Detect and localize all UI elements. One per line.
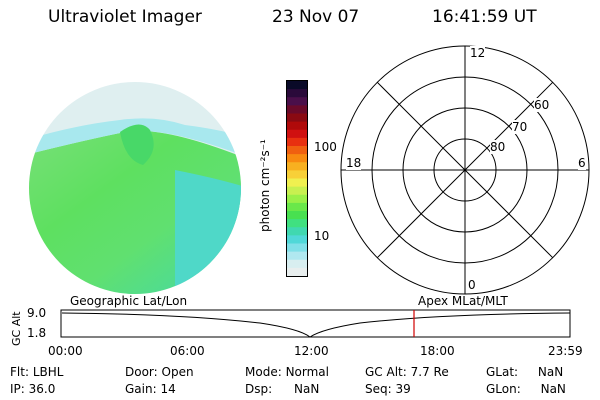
- colorbar-stripe: [287, 137, 307, 147]
- status-ip-value: 36.0: [28, 382, 56, 396]
- status-glat-value: NaN: [537, 365, 564, 379]
- status-glon-value: NaN: [540, 382, 566, 396]
- colorbar-tick-100: 100: [314, 140, 337, 154]
- lat-label-60: 60: [534, 98, 550, 112]
- status-door: Door: Open: [125, 365, 194, 379]
- status-seq-label: Seq:: [365, 382, 392, 396]
- colorbar-stripe: [287, 219, 307, 228]
- colorbar-stripe: [287, 154, 307, 163]
- timeline-xtick-1800: 18:00: [420, 344, 455, 358]
- mlt-label-12: 12: [470, 46, 486, 60]
- colorbar-stripe: [287, 243, 307, 253]
- colorbar-stripe: [287, 129, 307, 139]
- colorbar-stripe: [287, 186, 307, 196]
- lat-label-70: 70: [512, 120, 528, 134]
- status-dsp: Dsp: NaN: [245, 382, 319, 396]
- status-glon-label: GLon:: [486, 382, 521, 396]
- colorbar: [286, 80, 308, 277]
- colorbar-stripe: [287, 211, 307, 220]
- status-ip: IP: 36.0: [10, 382, 55, 396]
- polar-grid: [340, 45, 590, 295]
- time-label: 16:41:59 UT: [432, 7, 537, 27]
- timeline-xtick-1200: 12:00: [294, 344, 329, 358]
- colorbar-stripe: [287, 105, 307, 115]
- colorbar-stripe: [287, 202, 307, 212]
- status-mode-value: Normal: [285, 365, 329, 379]
- status-mode: Mode: Normal: [245, 365, 329, 379]
- colorbar-stripe: [287, 162, 307, 171]
- status-seq: Seq: 39: [365, 382, 411, 396]
- status-filter: Flt: LBHL: [10, 365, 63, 379]
- colorbar-stripe: [287, 267, 307, 276]
- status-glon: GLon: NaN: [486, 382, 566, 396]
- colorbar-stripe: [287, 251, 307, 261]
- timeline-xtick-2359: 23:59: [548, 344, 583, 358]
- status-glat: GLat: NaN: [486, 365, 563, 379]
- mlt-label-6: 6: [578, 156, 586, 170]
- orbit-plot: [60, 309, 571, 338]
- mlt-label-0: 0: [468, 278, 476, 292]
- timeline-right-label: Apex MLat/MLT: [418, 294, 508, 308]
- status-door-label: Door:: [125, 365, 158, 379]
- mlt-label-18: 18: [346, 156, 362, 170]
- status-filter-label: Flt:: [10, 365, 29, 379]
- colorbar-label: photon cm⁻²s⁻¹: [258, 139, 272, 232]
- status-dsp-value: NaN: [293, 382, 320, 396]
- timeline-xtick-0600: 06:00: [170, 344, 205, 358]
- timeline-ytick-9: 9.0: [27, 306, 47, 320]
- timeline-xtick-0000: 00:00: [48, 344, 83, 358]
- date-label: 23 Nov 07: [272, 7, 360, 27]
- status-gc-alt-label: GC Alt:: [365, 365, 407, 379]
- status-gain-label: Gain:: [125, 382, 157, 396]
- auroral-image: [29, 82, 241, 294]
- status-seq-value: 39: [395, 382, 411, 396]
- status-gc-alt: GC Alt: 7.7 Re: [365, 365, 449, 379]
- lat-label-80: 80: [490, 140, 506, 154]
- status-glat-label: GLat:: [486, 365, 519, 379]
- colorbar-stripe: [287, 235, 307, 245]
- colorbar-stripe: [287, 81, 307, 90]
- timeline-left-label: Geographic Lat/Lon: [70, 294, 188, 308]
- colorbar-stripe: [287, 227, 307, 236]
- instrument-title: Ultraviolet Imager: [48, 7, 202, 27]
- status-filter-value: LBHL: [32, 365, 64, 379]
- timeline-axis-title: GC Alt: [10, 311, 23, 346]
- status-gain: Gain: 14: [125, 382, 176, 396]
- colorbar-stripe: [287, 113, 307, 123]
- colorbar-stripe: [287, 194, 307, 204]
- status-ip-label: IP:: [10, 382, 25, 396]
- colorbar-tick-10: 10: [314, 229, 330, 243]
- colorbar-stripe: [287, 97, 307, 106]
- status-gain-value: 14: [160, 382, 176, 396]
- colorbar-stripe: [287, 178, 307, 188]
- timeline-ytick-1: 1.8: [27, 326, 47, 340]
- status-mode-label: Mode:: [245, 365, 282, 379]
- status-door-value: Open: [161, 365, 194, 379]
- colorbar-stripe: [287, 89, 307, 98]
- status-gc-alt-value: 7.7 Re: [410, 365, 449, 379]
- colorbar-stripe: [287, 259, 307, 269]
- colorbar-stripe: [287, 146, 307, 155]
- colorbar-stripe: [287, 170, 307, 180]
- status-dsp-label: Dsp:: [245, 382, 273, 396]
- colorbar-stripe: [287, 121, 307, 131]
